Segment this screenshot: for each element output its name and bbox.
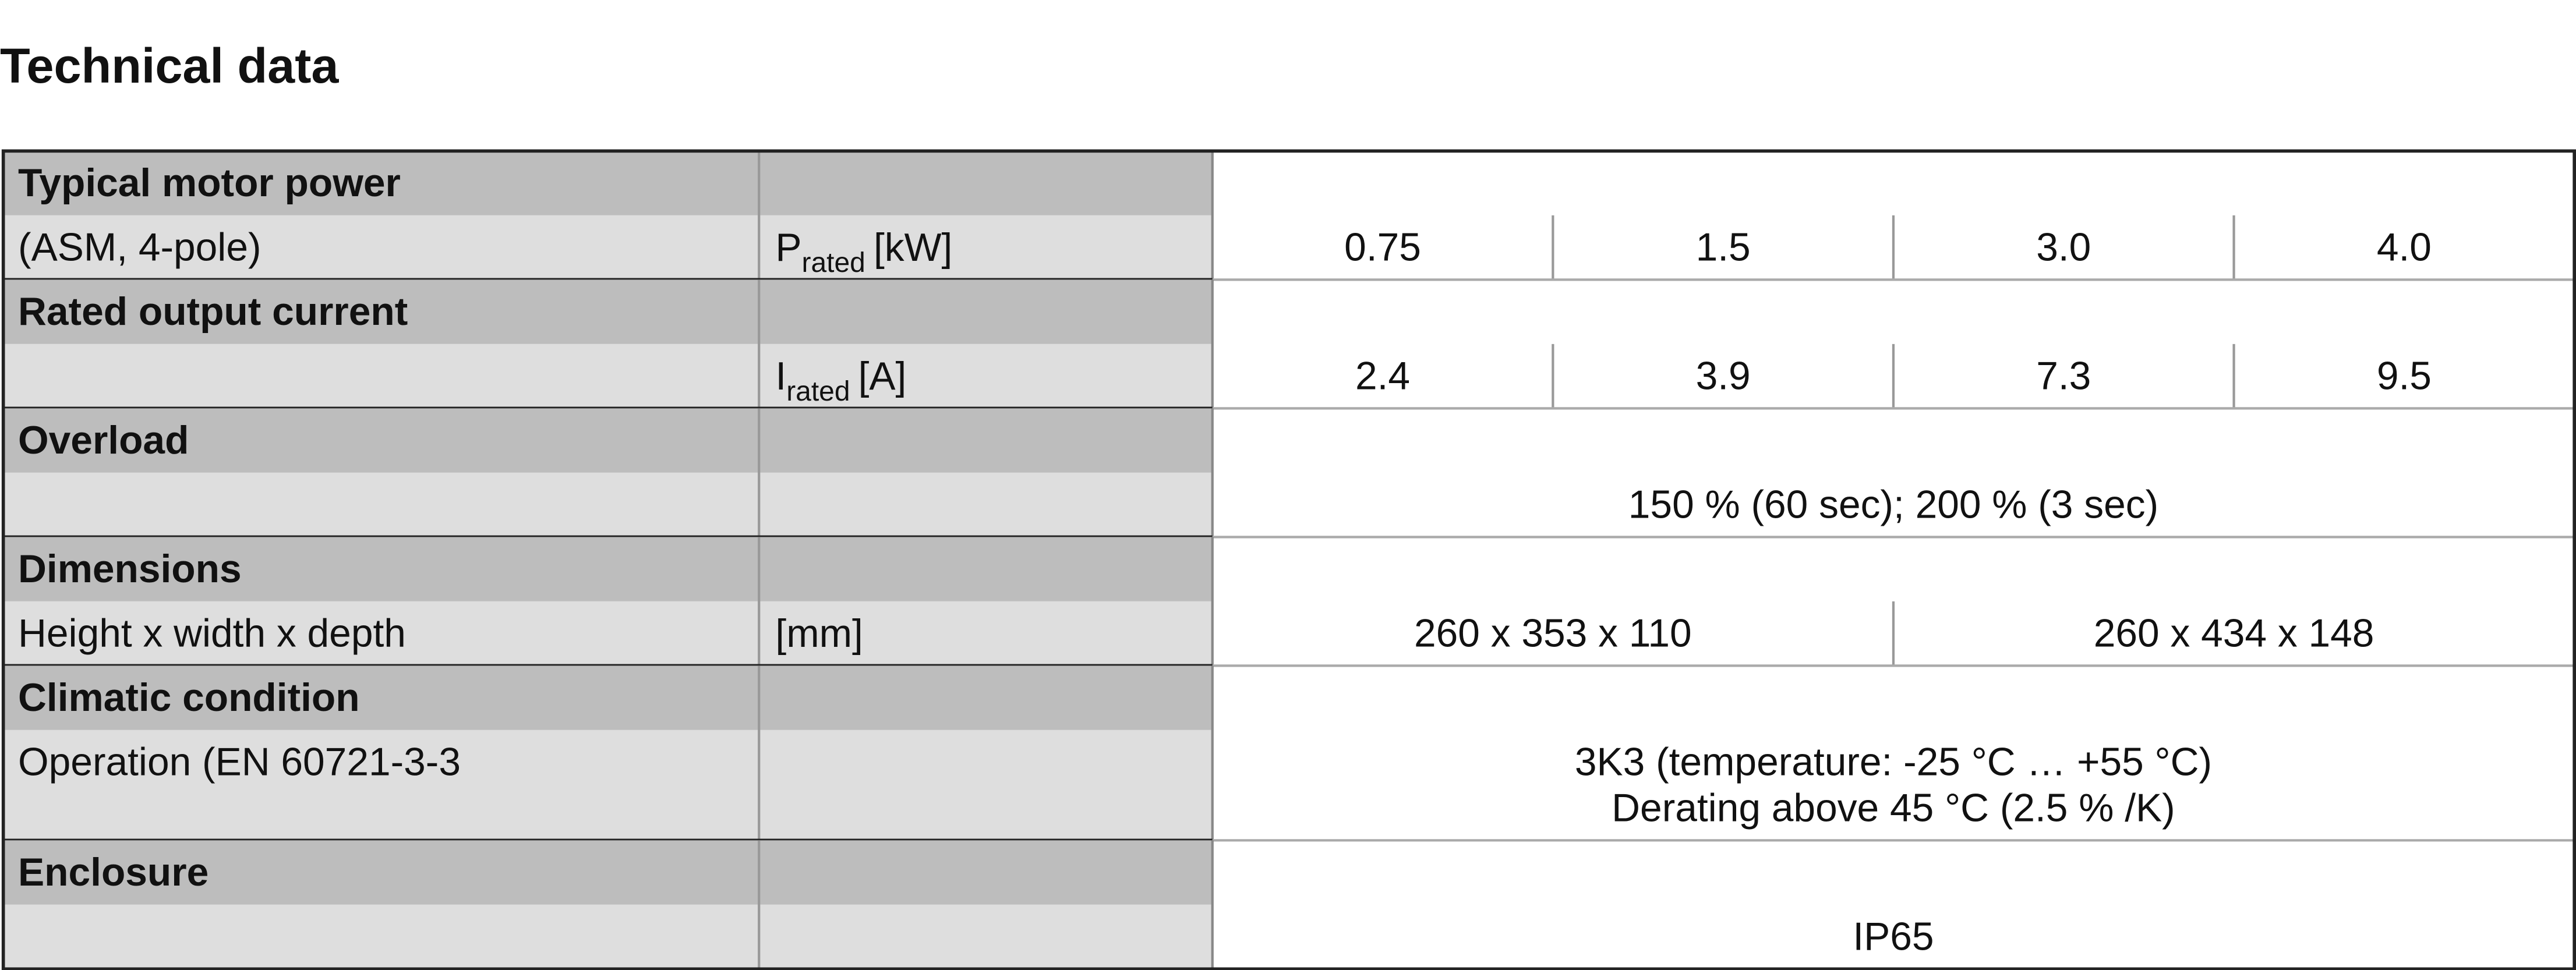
- value: 260 x 353 x 110: [1414, 612, 1692, 656]
- value-line: 3K3 (temperature: -25 °C … +55 °C): [1575, 741, 2212, 784]
- title: Technical data: [0, 38, 339, 93]
- value: 150 % (60 sec); 200 % (3 sec): [1628, 483, 2158, 527]
- quantity-unit: [A]: [858, 355, 907, 398]
- section-label: Overload: [18, 419, 189, 462]
- header-cell-bg: [3, 408, 1213, 473]
- value-line: Derating above 45 °C (2.5 % /K): [1612, 787, 2175, 830]
- value: 0.75: [1344, 226, 1421, 270]
- quantity-subscript: rated: [802, 247, 865, 278]
- value: 3.9: [1696, 355, 1751, 398]
- quantity-symbol: I: [775, 355, 786, 398]
- value: 2.4: [1355, 355, 1410, 398]
- quantity: Irated [A]: [775, 355, 906, 407]
- sub-cell-bg: [3, 730, 1213, 841]
- header-cell-bg: [3, 665, 1213, 730]
- section-sublabel: (ASM, 4-pole): [18, 226, 261, 270]
- header-cell-bg: [3, 279, 1213, 344]
- value: 7.3: [2036, 355, 2091, 398]
- quantity: [mm]: [775, 612, 863, 656]
- section-sublabel: Height x width x depth: [18, 612, 406, 656]
- value: 1.5: [1696, 226, 1751, 270]
- header-cell-bg: [3, 537, 1213, 601]
- section-sublabel: Operation (EN 60721-3-3: [18, 741, 461, 784]
- header-cell-bg: [3, 840, 1213, 905]
- sub-cell-bg: [3, 472, 1213, 537]
- quantity-unit: [kW]: [874, 226, 952, 270]
- section-label: Climatic condition: [18, 676, 360, 720]
- sub-cell-bg: [3, 215, 1213, 280]
- header-cell-bg: [3, 151, 1213, 215]
- quantity-symbol: P: [775, 226, 801, 270]
- table-border: [1, 149, 2576, 970]
- quantity-unit: [mm]: [775, 612, 863, 656]
- section-label: Enclosure: [18, 851, 209, 894]
- sub-cell-bg: [3, 601, 1213, 666]
- section-label: Rated output current: [18, 290, 408, 334]
- quantity-subscript: rated: [786, 376, 850, 407]
- value: 260 x 434 x 148: [2094, 612, 2374, 656]
- section-label: Dimensions: [18, 547, 242, 591]
- value: IP65: [1853, 915, 1934, 959]
- quantity: Prated [kW]: [775, 226, 952, 278]
- value: 9.5: [2377, 355, 2432, 398]
- sub-cell-bg: [3, 344, 1213, 409]
- sub-cell-bg: [3, 904, 1213, 969]
- value: 3.0: [2036, 226, 2091, 270]
- section-label: Typical motor power: [18, 161, 401, 205]
- value: 4.0: [2377, 226, 2432, 270]
